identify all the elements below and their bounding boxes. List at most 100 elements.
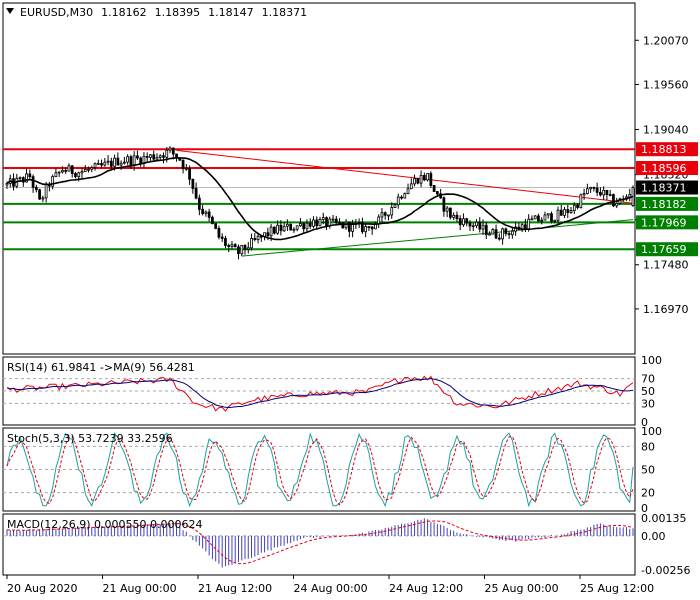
candle-body — [162, 155, 165, 158]
macd-tick-label: 0.00135 — [641, 512, 687, 525]
time-tick-label: 24 Aug 00:00 — [294, 582, 368, 595]
candle-body — [100, 163, 103, 166]
candle-body — [393, 204, 397, 208]
candle-body — [204, 211, 208, 214]
candle-body — [478, 221, 482, 230]
candle-body — [510, 230, 514, 236]
candle-body — [628, 194, 632, 198]
candle-body — [272, 226, 276, 234]
candle-body — [152, 154, 156, 160]
candle-body — [211, 216, 214, 224]
price-level-label: 1.18813 — [641, 143, 687, 156]
stoch-main-line — [6, 432, 634, 508]
candle-body — [370, 226, 374, 230]
rsi-pane-frame — [2, 356, 636, 426]
candle-body — [77, 172, 81, 178]
candle-body — [34, 186, 38, 191]
candle-body — [207, 211, 211, 218]
candle-body — [540, 219, 544, 222]
candle-body — [550, 213, 553, 222]
candle-body — [191, 178, 195, 189]
candle-body — [533, 215, 537, 220]
candle-body — [253, 237, 257, 240]
price-level-tag — [636, 196, 698, 211]
candle-body — [361, 222, 364, 233]
candle-body — [246, 247, 250, 250]
candle-body — [18, 177, 22, 180]
candle-body — [396, 196, 400, 206]
candle-body — [224, 238, 227, 246]
candle-body — [149, 154, 152, 158]
candle-body — [419, 175, 423, 184]
candle-body — [44, 184, 48, 199]
stoch-tick-label: 100 — [641, 425, 662, 438]
candle-body — [158, 155, 162, 158]
candle-body — [184, 167, 188, 170]
candle-body — [435, 191, 439, 195]
candle-body — [618, 198, 622, 204]
candle-body — [383, 212, 387, 216]
candle-body — [585, 188, 589, 195]
candle-body — [315, 219, 319, 227]
candle-body — [256, 235, 260, 240]
candle-body — [237, 246, 240, 255]
chart-header: EURUSD,M30 1.18162 1.18395 1.18147 1.18371 — [20, 6, 307, 19]
candle-body — [595, 187, 599, 193]
candle-body — [70, 165, 74, 174]
candle-body — [338, 222, 341, 224]
candle-body — [122, 161, 126, 164]
rsi-tick-label: 0 — [641, 416, 648, 429]
price-level-label: 1.17659 — [641, 243, 687, 256]
candle-body — [592, 186, 596, 189]
candle-body — [527, 218, 531, 230]
price-tick-label: 1.20070 — [643, 34, 689, 47]
stoch-tick-label: 20 — [641, 487, 655, 500]
candle-body — [181, 159, 185, 170]
candle-body — [488, 233, 491, 236]
price-tick-label: 1.19040 — [643, 124, 689, 137]
candle-body — [582, 193, 586, 196]
ohlc-value: 1.18147 — [208, 6, 254, 19]
candle-body — [563, 209, 566, 216]
candle-body — [491, 229, 495, 235]
candle-body — [331, 218, 335, 221]
time-tick-label: 21 Aug 00:00 — [103, 582, 177, 595]
candle-body — [214, 223, 218, 229]
macd-pane-frame — [2, 513, 636, 576]
candle-body — [87, 168, 90, 171]
price-tick-label: 1.16970 — [643, 303, 689, 316]
stoch-pane-frame — [2, 427, 636, 512]
candle-body — [334, 218, 338, 223]
candle-body — [445, 207, 449, 212]
stoch-tick-label: 0 — [641, 502, 648, 515]
rsi-ma-line — [6, 377, 634, 409]
time-tick-label: 24 Aug 12:00 — [389, 582, 463, 595]
candle-body — [31, 176, 35, 188]
candle-body — [51, 176, 55, 187]
candle-body — [537, 215, 540, 222]
candle-body — [243, 244, 247, 250]
candle-body — [406, 188, 410, 194]
price-level-tag — [636, 142, 698, 157]
candle-body — [605, 189, 609, 196]
candle-body — [201, 208, 205, 214]
candle-body — [132, 155, 136, 166]
stoch-pane: 100 80 50 20 0 Stoch(5,3,3) 53.7239 33.2596 — [2, 425, 662, 515]
candle-body — [347, 221, 351, 232]
macd-signal-line — [6, 520, 634, 565]
candle-body — [422, 175, 426, 181]
candle-body — [484, 224, 488, 236]
candle-body — [452, 214, 456, 218]
candle-body — [546, 213, 550, 216]
candle-body — [403, 193, 407, 199]
candle-body — [501, 228, 504, 240]
candle-body — [282, 225, 286, 232]
price-tick-label: 1.19560 — [643, 78, 689, 91]
candle-body — [325, 217, 328, 227]
candle-body — [465, 218, 469, 224]
candle-body — [559, 209, 563, 216]
ohlc-value: 1.18371 — [262, 6, 308, 19]
candle-body — [269, 226, 273, 237]
price-level-tag — [636, 161, 698, 176]
candle-body — [25, 173, 28, 183]
